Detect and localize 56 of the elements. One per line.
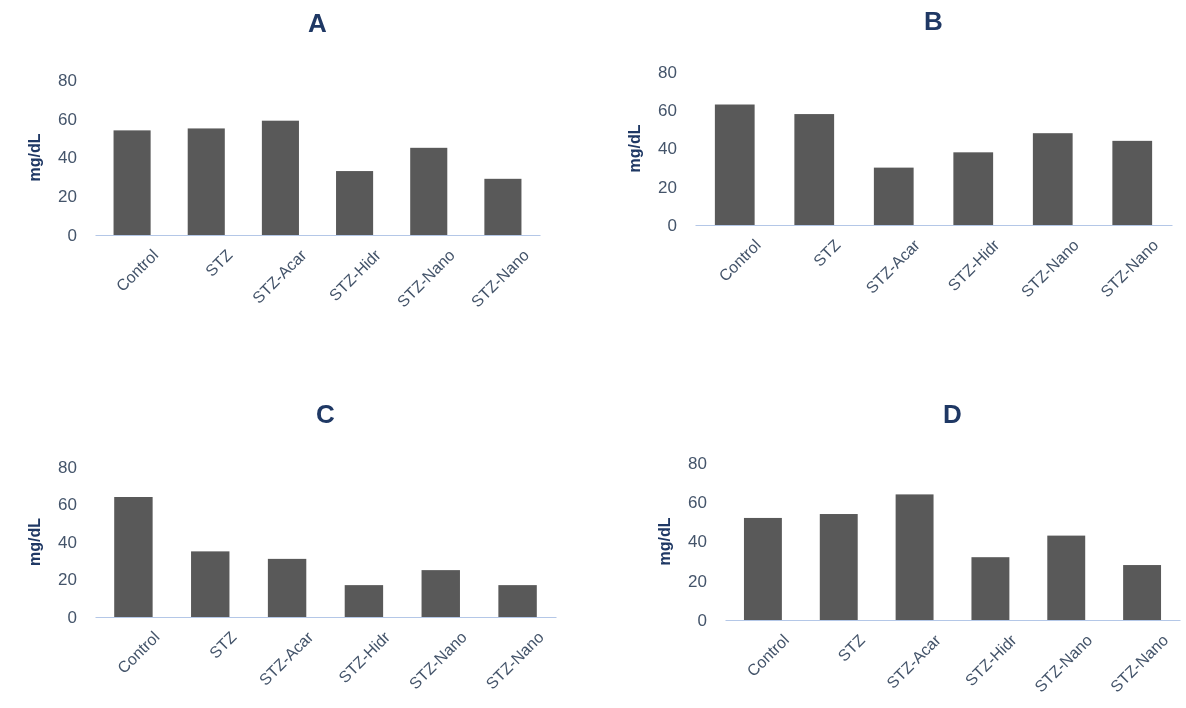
bar xyxy=(344,585,384,617)
y-axis-title: mg/dL xyxy=(26,133,43,182)
bar xyxy=(410,147,448,235)
chart-title: D xyxy=(943,399,962,429)
y-tick-label: 80 xyxy=(658,62,677,82)
y-tick-label: 40 xyxy=(658,139,677,159)
bar xyxy=(1112,140,1153,225)
chart-title: C xyxy=(316,399,336,429)
y-tick-label: 20 xyxy=(658,177,677,197)
x-tick-label: STZ xyxy=(202,246,236,280)
bar xyxy=(819,514,858,620)
bar xyxy=(421,570,460,617)
y-tick-label: 80 xyxy=(58,457,77,477)
y-tick-label: 20 xyxy=(58,570,77,590)
y-axis-title: mg/dL xyxy=(26,517,43,566)
bar xyxy=(498,585,537,617)
y-tick-label: 0 xyxy=(67,607,77,627)
y-tick-label: 40 xyxy=(58,148,77,168)
chart-title: B xyxy=(924,6,943,36)
y-tick-label: 60 xyxy=(688,493,707,513)
bar xyxy=(113,130,151,235)
y-tick-label: 0 xyxy=(667,215,677,235)
y-tick-label: 80 xyxy=(58,70,77,90)
y-tick-label: 40 xyxy=(58,532,77,552)
x-tick-label: STZ xyxy=(206,628,240,662)
bar xyxy=(714,104,755,225)
bar xyxy=(336,171,374,235)
bar xyxy=(873,167,914,225)
bar xyxy=(743,517,782,620)
bar xyxy=(971,557,1010,620)
y-tick-label: 60 xyxy=(58,495,77,515)
y-tick-label: 20 xyxy=(58,187,77,207)
x-tick-label: STZ xyxy=(834,631,869,665)
bar xyxy=(261,120,299,235)
bar xyxy=(1047,535,1086,620)
y-axis-title: mg/dL xyxy=(626,124,643,173)
y-tick-label: 0 xyxy=(697,610,707,630)
bar xyxy=(187,128,225,235)
bar xyxy=(114,497,153,617)
bar xyxy=(953,152,994,225)
y-tick-label: 80 xyxy=(688,453,707,473)
bar xyxy=(1123,565,1162,620)
bar xyxy=(267,558,307,617)
y-tick-label: 60 xyxy=(658,101,677,121)
y-axis-title: mg/dL xyxy=(656,517,673,566)
x-tick-label: STZ xyxy=(810,236,844,270)
bar xyxy=(794,114,835,225)
y-tick-label: 60 xyxy=(58,109,77,129)
bar xyxy=(1032,133,1073,225)
y-tick-label: 0 xyxy=(67,225,77,245)
bar xyxy=(191,551,230,617)
y-tick-label: 20 xyxy=(688,571,707,591)
chart-title: A xyxy=(308,8,328,38)
bar xyxy=(484,178,522,235)
bar xyxy=(895,494,934,620)
y-tick-label: 40 xyxy=(688,532,707,552)
